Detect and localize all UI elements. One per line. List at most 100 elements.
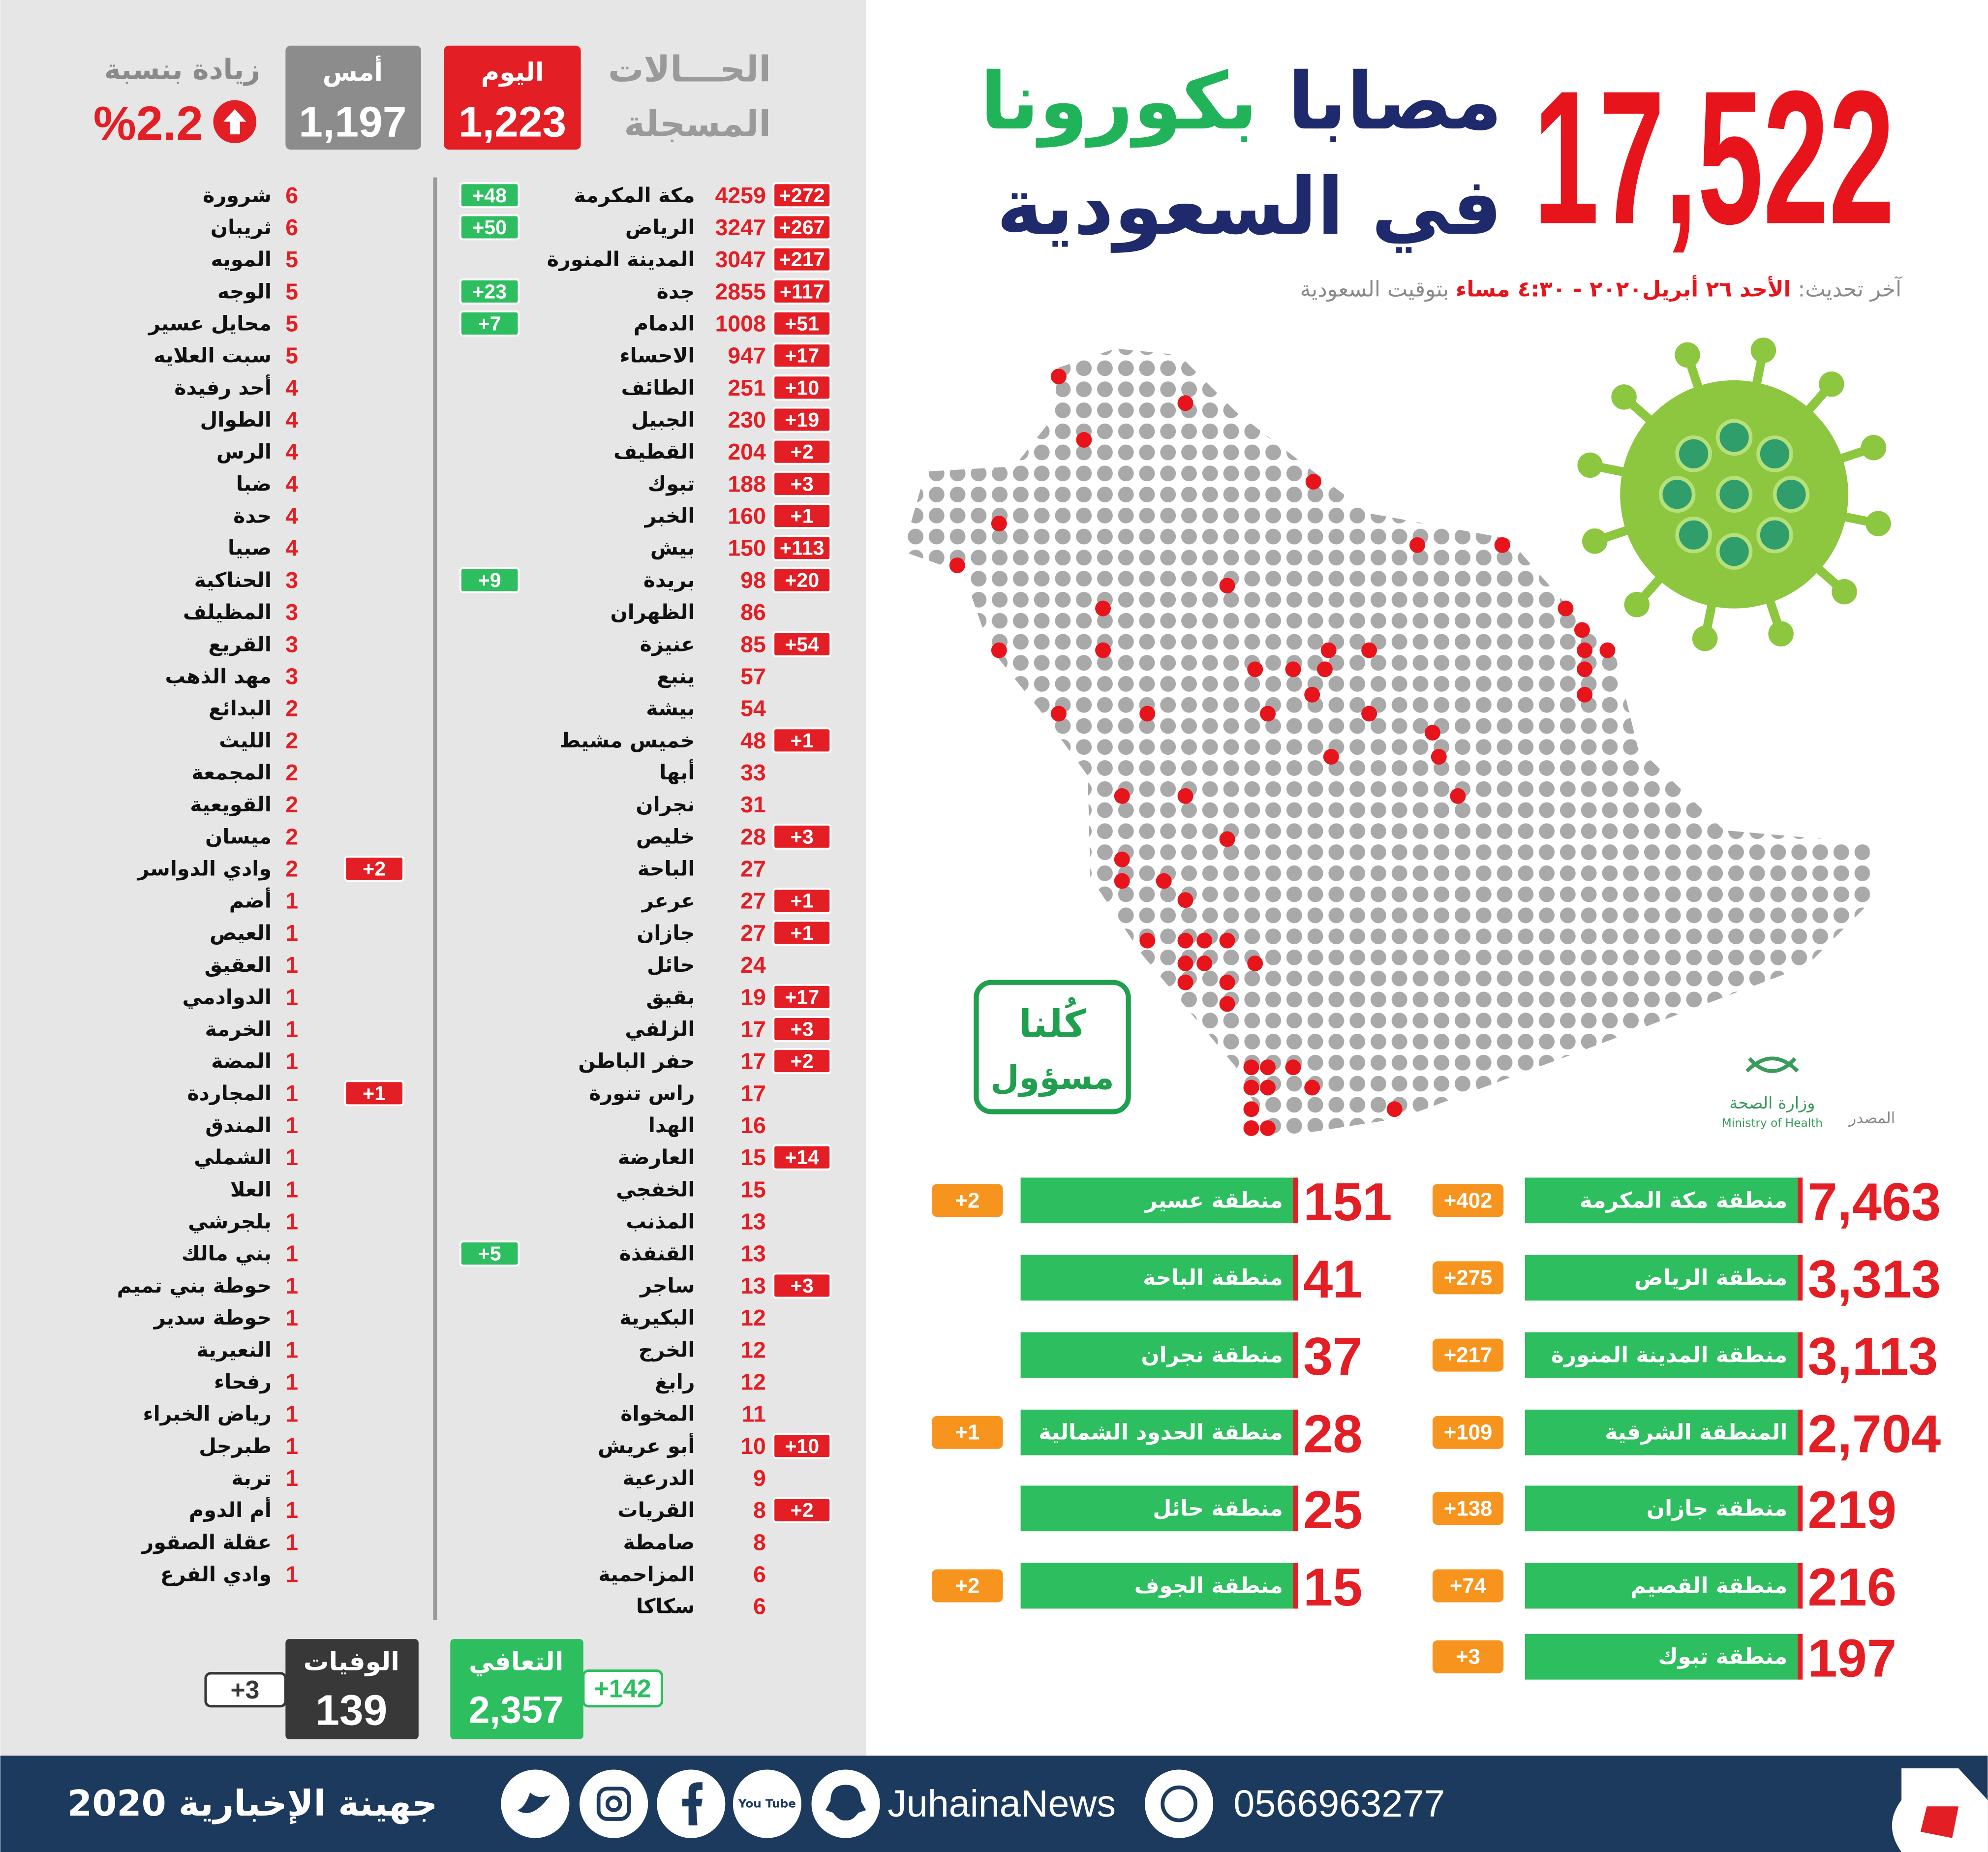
city-new-box xyxy=(772,1433,832,1459)
virus-cell xyxy=(1675,435,1712,472)
region-name: منطقة الجوف xyxy=(1134,1573,1283,1598)
city-name: راس تنورة xyxy=(589,1081,695,1106)
city-name: العارضة xyxy=(618,1145,695,1169)
city-name: الدرعية xyxy=(622,1466,695,1490)
map-hotspot xyxy=(1156,873,1172,889)
virus-tip xyxy=(1692,625,1718,651)
city-count: 1 xyxy=(285,1209,298,1235)
city-new-box xyxy=(772,888,832,914)
region-name: منطقة جازان xyxy=(1647,1496,1788,1521)
city-count: 4 xyxy=(285,439,298,464)
city-name: خميس مشيط xyxy=(559,729,695,752)
city-name: المويه xyxy=(211,247,272,272)
region-value: 37 xyxy=(1303,1327,1362,1386)
region-name: منطقة الحدود الشمالية xyxy=(1039,1420,1283,1445)
map-hotspot xyxy=(1139,706,1156,722)
region-new-box xyxy=(1432,1492,1504,1525)
map-hotspot xyxy=(1305,474,1321,490)
city-new: +113 xyxy=(780,537,825,559)
region-new-box xyxy=(932,1569,1003,1603)
virus-tip xyxy=(1611,384,1637,410)
city-count: 1 xyxy=(285,1562,298,1587)
map-hotspot xyxy=(1219,974,1235,990)
city-name: جازان xyxy=(637,921,695,945)
snapchat-glyph xyxy=(825,1785,866,1821)
city-recovered-box xyxy=(459,278,520,305)
virus-tip xyxy=(1861,434,1887,461)
city-new: +3 xyxy=(791,472,814,495)
city-new: +54 xyxy=(785,633,819,655)
city-name: خليص xyxy=(636,825,695,848)
city-count: 6 xyxy=(285,183,298,208)
map-hotspot xyxy=(1196,956,1213,971)
region-name: منطقة المدينة المنورة xyxy=(1551,1343,1787,1368)
map-hotspot xyxy=(1558,600,1574,617)
map-hotspot xyxy=(1114,788,1130,804)
map-hotspot xyxy=(1316,661,1333,678)
city-new: +3 xyxy=(791,1274,814,1297)
city-count: 13 xyxy=(740,1209,766,1235)
city-recovered: +48 xyxy=(472,184,507,207)
virus-tip xyxy=(1750,338,1776,363)
city-count: 6 xyxy=(753,1562,766,1587)
city-name: المخواة xyxy=(620,1402,695,1426)
city-name: الاحساء xyxy=(619,344,695,368)
city-name: رياض الخبراء xyxy=(143,1402,272,1426)
city-new: +267 xyxy=(779,216,825,239)
map-hotspot xyxy=(1050,706,1067,722)
map-hotspot xyxy=(1177,932,1193,949)
map-hotspot xyxy=(1320,642,1337,658)
city-recovered: +7 xyxy=(478,312,501,335)
region-bar-edge xyxy=(1797,1255,1803,1301)
map-hotspot xyxy=(1243,1101,1259,1117)
map-hotspot xyxy=(1114,873,1130,889)
update-line: آخر تحديث: الأحد ٢٦ أبريل٢٠٢٠ - ٤:٣٠ مسا… xyxy=(1300,275,1902,302)
city-name: صبيا xyxy=(228,536,272,560)
map-hotspot xyxy=(1177,956,1193,971)
city-count: 150 xyxy=(728,535,765,561)
title-line2: في السعودية xyxy=(996,161,1502,253)
map-hotspot xyxy=(1139,932,1156,949)
map-hotspot xyxy=(1577,686,1593,703)
total-cases: 17,522 xyxy=(1533,51,1895,263)
region-bar-edge xyxy=(1293,1255,1298,1301)
virus-cell xyxy=(1715,476,1753,513)
city-count: 10 xyxy=(740,1433,766,1459)
ministry-ar: وزارة الصحة xyxy=(1729,1093,1815,1112)
city-name: شرورة xyxy=(203,184,272,208)
recovered-label: التعافي xyxy=(469,1647,563,1677)
deaths-new: +3 xyxy=(231,1675,260,1704)
city-count: 5 xyxy=(285,343,298,369)
city-name: القريع xyxy=(208,632,272,656)
city-count: 5 xyxy=(285,278,298,304)
city-new-box xyxy=(772,214,832,241)
city-count: 27 xyxy=(740,920,766,946)
region-bar-edge xyxy=(1797,1409,1803,1455)
city-new: +2 xyxy=(791,1499,814,1521)
city-name: أحد رفيدة xyxy=(174,374,272,400)
map-hotspot xyxy=(1076,432,1092,448)
city-name: أم الدوم xyxy=(189,1497,272,1522)
city-name: الشملي xyxy=(194,1145,272,1169)
city-name: أضم xyxy=(229,888,272,913)
today-box xyxy=(444,45,581,150)
city-new: +2 xyxy=(791,1050,814,1073)
region-bar-edge xyxy=(1293,1177,1298,1224)
region-bar xyxy=(1020,1177,1293,1224)
region-bar xyxy=(1525,1177,1798,1224)
region-bar xyxy=(1020,1563,1293,1609)
city-count: 98 xyxy=(740,567,766,593)
city-count: 24 xyxy=(740,952,766,978)
twitter-glyph xyxy=(517,1792,551,1813)
map-hotspot xyxy=(1196,932,1213,949)
city-name: عنيزة xyxy=(640,632,695,656)
city-count: 6 xyxy=(285,215,298,240)
city-name: طبرجل xyxy=(199,1434,272,1458)
virus-tip xyxy=(1582,528,1608,554)
city-name: الطوال xyxy=(200,408,271,432)
city-name: ساجر xyxy=(639,1274,695,1297)
region-value: 41 xyxy=(1303,1249,1362,1309)
map-hotspot xyxy=(1247,956,1263,971)
region-bar-edge xyxy=(1797,1177,1803,1224)
